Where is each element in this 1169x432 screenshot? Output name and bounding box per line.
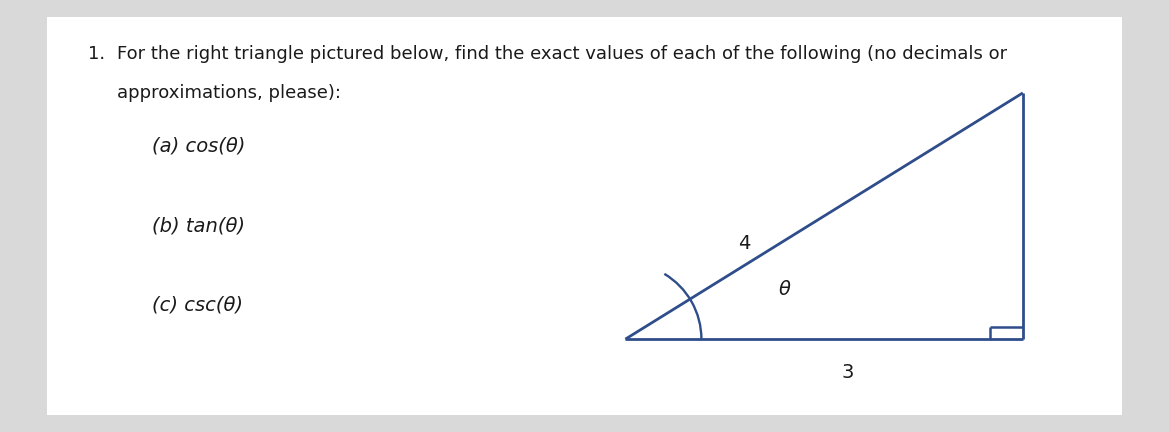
- Text: For the right triangle pictured below, find the exact values of each of the foll: For the right triangle pictured below, f…: [117, 45, 1007, 64]
- Text: (b) tan(θ): (b) tan(θ): [152, 216, 245, 235]
- Text: 1.: 1.: [88, 45, 105, 64]
- Text: (c) csc(θ): (c) csc(θ): [152, 296, 243, 315]
- FancyBboxPatch shape: [47, 17, 1122, 415]
- Text: 4: 4: [738, 234, 750, 253]
- Text: (a) cos(θ): (a) cos(θ): [152, 136, 245, 155]
- Text: approximations, please):: approximations, please):: [117, 84, 341, 102]
- Text: θ: θ: [779, 280, 791, 299]
- Text: 3: 3: [842, 363, 853, 382]
